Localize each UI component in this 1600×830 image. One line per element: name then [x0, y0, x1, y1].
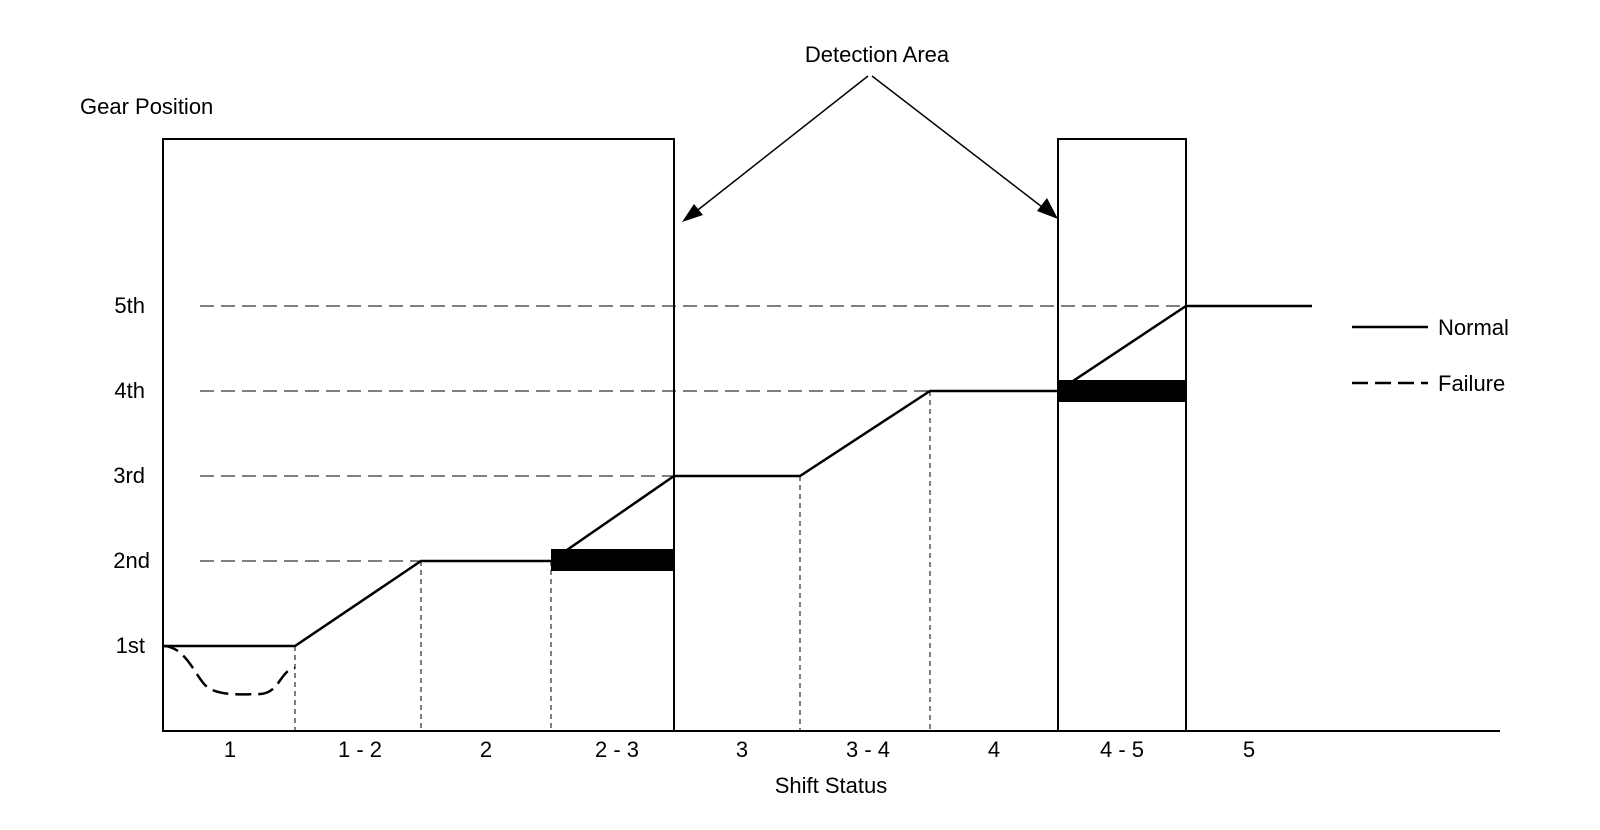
shift-label-3-4: 3 - 4 — [846, 737, 890, 762]
failure-trace — [162, 644, 296, 696]
shift-label-2-3: 2 - 3 — [595, 737, 639, 762]
failure-bar-2nd — [551, 549, 674, 571]
gear-label-2nd: 2nd — [113, 548, 150, 573]
y-axis-label: Gear Position — [80, 94, 213, 119]
gear-label-5th: 5th — [114, 293, 145, 318]
detection-area-title: Detection Area — [805, 42, 950, 67]
legend-normal-label: Normal — [1438, 315, 1509, 340]
gear-label-1st: 1st — [116, 633, 145, 658]
shift-label-4-5: 4 - 5 — [1100, 737, 1144, 762]
shift-label-1: 1 — [224, 737, 236, 762]
detection-arrow-right-head — [1037, 198, 1058, 219]
shift-label-2: 2 — [480, 737, 492, 762]
legend-failure-label: Failure — [1438, 371, 1505, 396]
shift-label-1-2: 1 - 2 — [338, 737, 382, 762]
gear-label-3rd: 3rd — [113, 463, 145, 488]
detection-arrow-left-head — [682, 204, 703, 222]
gear-label-4th: 4th — [114, 378, 145, 403]
shift-label-3: 3 — [736, 737, 748, 762]
detection-area-box-left — [162, 138, 675, 732]
failure-bar-4th — [1058, 380, 1186, 402]
shift-label-5: 5 — [1243, 737, 1255, 762]
shift-label-4: 4 — [988, 737, 1000, 762]
detection-arrow-right — [871, 75, 1047, 211]
detection-arrow-left — [693, 75, 869, 214]
detection-area-box-right — [1057, 138, 1187, 732]
normal-trace — [163, 304, 1312, 648]
x-axis-label: Shift Status — [775, 773, 888, 798]
